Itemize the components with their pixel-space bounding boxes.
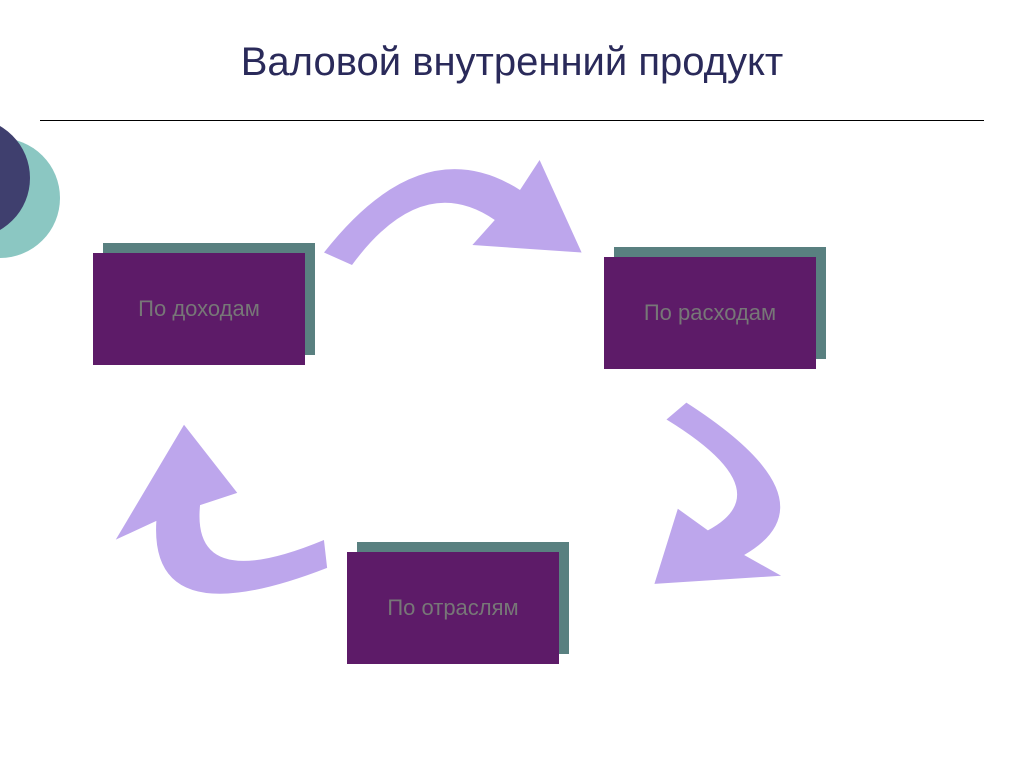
arrow-left: [68, 383, 372, 687]
box-income-label: По доходам: [138, 296, 260, 322]
title-underline: [40, 120, 984, 121]
slide-title: Валовой внутренний продукт: [0, 40, 1024, 85]
box-industries: По отраслям: [347, 552, 559, 664]
corner-decoration: [0, 118, 80, 278]
arrow-right: [604, 384, 836, 616]
box-expenses: По расходам: [604, 257, 816, 369]
box-income: По доходам: [93, 253, 305, 365]
arrow-top: [310, 140, 590, 290]
box-expenses-label: По расходам: [644, 300, 776, 326]
box-industries-label: По отраслям: [387, 595, 518, 621]
